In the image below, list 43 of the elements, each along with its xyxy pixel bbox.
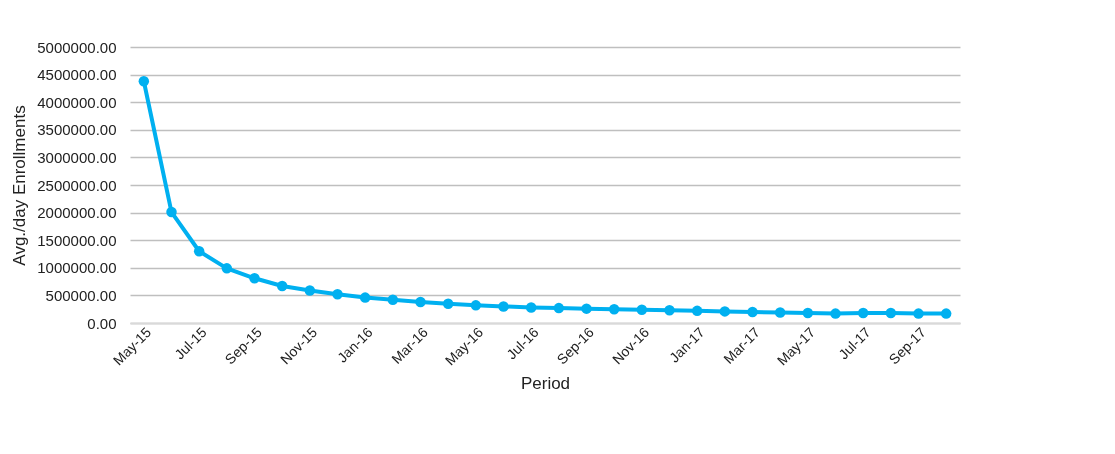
point xyxy=(802,307,814,319)
y-tick-label: 3000000.00 xyxy=(37,148,117,166)
y-tick-label: 4500000.00 xyxy=(37,66,117,84)
point xyxy=(276,280,288,292)
y-tick-label: 5000000.00 xyxy=(37,38,117,56)
point xyxy=(664,305,675,316)
y-axis-title: Avg./day Enrollments xyxy=(10,105,30,266)
point xyxy=(415,296,426,308)
y-tick-label: 4000000.00 xyxy=(37,93,117,111)
y-tick-label: 2500000.00 xyxy=(37,176,117,194)
point xyxy=(332,289,343,300)
point xyxy=(857,307,869,319)
point xyxy=(442,298,454,309)
point xyxy=(608,303,620,315)
point xyxy=(913,308,924,319)
point xyxy=(166,206,177,218)
point xyxy=(553,302,565,314)
point xyxy=(221,263,233,274)
y-tick-label: 0.00 xyxy=(87,314,117,332)
y-tick-label: 2000000.00 xyxy=(37,204,117,222)
point xyxy=(581,303,592,314)
y-tick-label: 500000.00 xyxy=(45,286,117,304)
point xyxy=(249,273,260,284)
point xyxy=(138,75,150,87)
point xyxy=(774,307,786,318)
point xyxy=(470,300,482,311)
point xyxy=(525,302,537,313)
point xyxy=(304,285,316,296)
y-tick-label: 1500000.00 xyxy=(37,231,117,249)
point xyxy=(830,308,841,319)
point xyxy=(498,301,509,312)
point xyxy=(747,306,758,318)
y-tick-label: 3500000.00 xyxy=(37,121,117,139)
point xyxy=(940,308,952,319)
point xyxy=(691,305,703,317)
point xyxy=(193,246,205,257)
point xyxy=(719,306,731,317)
point xyxy=(387,294,399,306)
y-tick-label: 1000000.00 xyxy=(37,259,117,277)
point xyxy=(359,292,371,303)
point xyxy=(885,307,897,319)
point xyxy=(636,304,648,315)
x-axis-title: Period xyxy=(520,374,571,394)
